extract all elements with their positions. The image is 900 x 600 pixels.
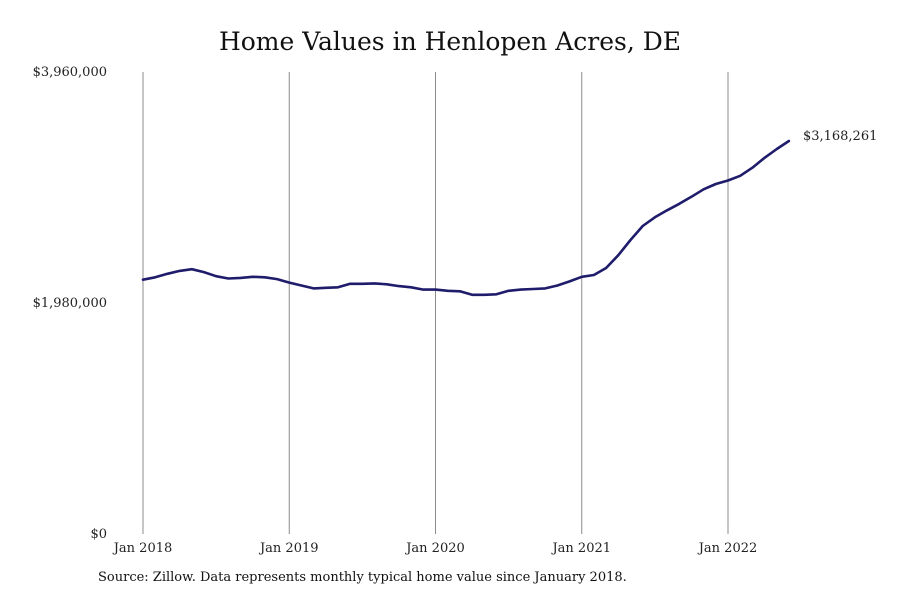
y-tick-label: $0 (90, 527, 107, 542)
series-home-value: $3,168,261 (141, 129, 877, 297)
end-value-label: $3,168,261 (803, 129, 877, 144)
y-tick-label: $1,980,000 (33, 296, 107, 311)
y-axis-ticks: $0 $1,980,000 $3,960,000 (33, 65, 107, 542)
x-tick-label: Jan 2020 (404, 541, 465, 556)
x-tick-label: Jan 2018 (112, 541, 173, 556)
x-tick-label: Jan 2022 (697, 541, 758, 556)
gridlines (142, 72, 729, 534)
x-axis-ticks: Jan 2018 Jan 2019 Jan 2020 Jan 2021 Jan 2022 (112, 541, 758, 556)
x-tick-label: Jan 2021 (550, 541, 611, 556)
chart-title: Home Values in Henlopen Acres, DE (218, 27, 682, 56)
x-tick-label: Jan 2019 (258, 541, 319, 556)
y-tick-label: $3,960,000 (33, 65, 107, 80)
series-line (141, 139, 791, 297)
source-note: Source: Zillow. Data represents monthly … (98, 570, 627, 585)
